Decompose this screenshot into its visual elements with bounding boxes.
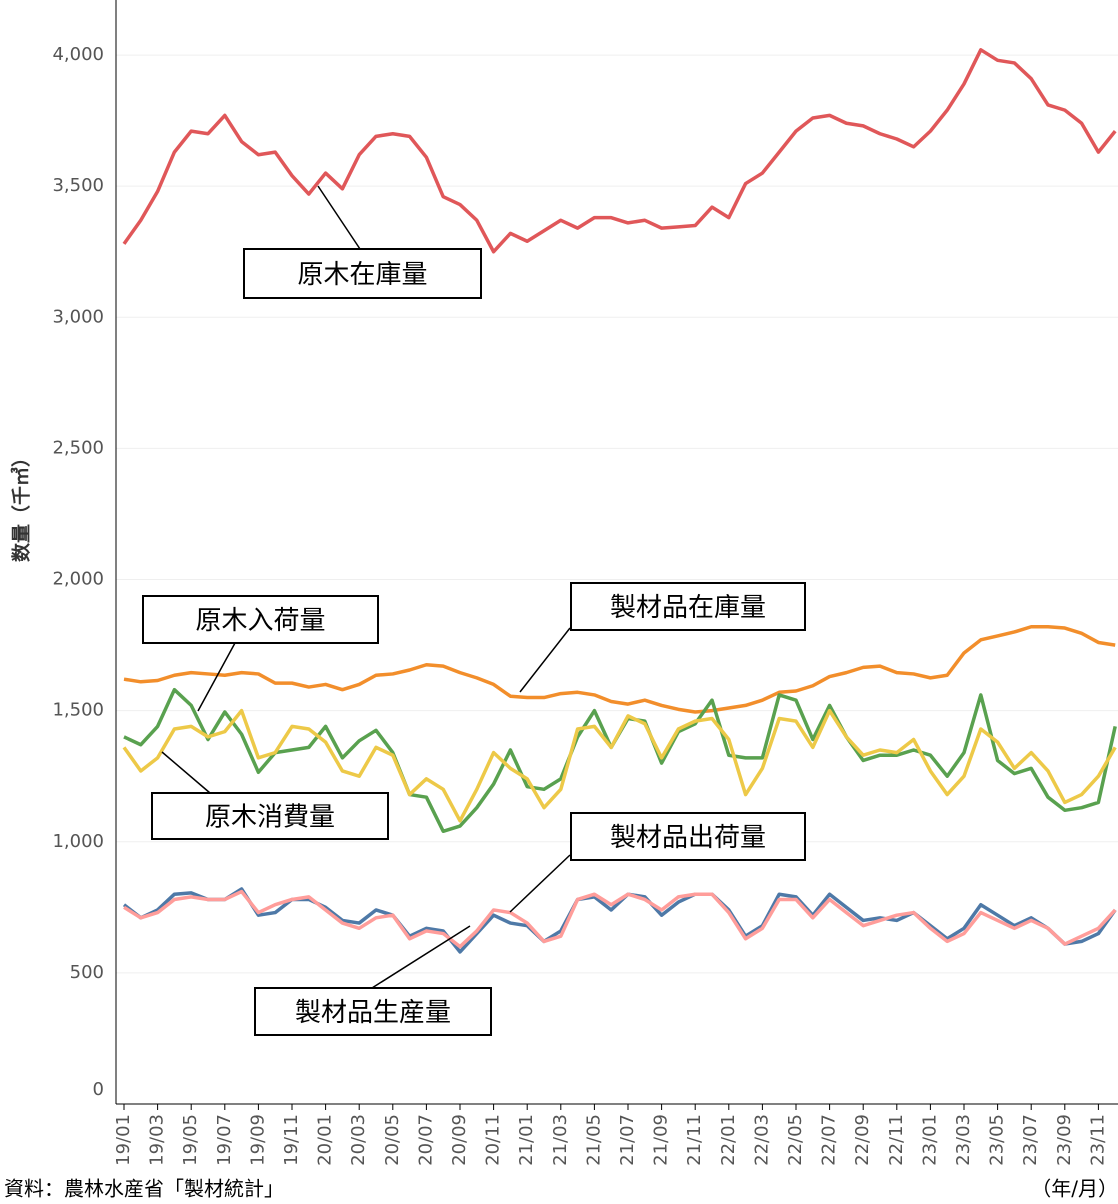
x-tick-label: 21/09 [651, 1114, 672, 1166]
x-tick-label: 21/07 [617, 1114, 638, 1166]
x-tick-label: 22/09 [852, 1114, 873, 1166]
x-tick-label: 20/09 [449, 1114, 470, 1166]
series-label: 製材品生産量 [295, 998, 451, 1028]
x-tick-label: 23/01 [919, 1114, 940, 1166]
x-tick-label: 22/07 [819, 1114, 840, 1166]
x-tick-label: 22/05 [785, 1114, 806, 1166]
y-tick-label: 3,500 [52, 175, 104, 196]
x-tick-label: 23/11 [1087, 1114, 1108, 1166]
leader-line [161, 751, 211, 794]
x-tick-label: 19/01 [113, 1114, 134, 1166]
x-tick-label: 21/03 [550, 1114, 571, 1166]
y-tick-label: 2,000 [52, 569, 104, 590]
series-label: 原木消費量 [205, 803, 335, 833]
leader-line [371, 925, 471, 989]
y-tick-label: 1,000 [52, 831, 104, 852]
x-tick-label: 22/01 [718, 1114, 739, 1166]
line-series [123, 624, 1116, 714]
annotation-box [151, 792, 389, 840]
y-tick-label: 500 [70, 962, 104, 983]
series-label: 製材品在庫量 [610, 593, 766, 623]
annotation: 製材品在庫量 [519, 582, 806, 693]
annotation: 原木消費量 [151, 751, 389, 840]
source-note: 資料：農林水産省「製材統計」 [4, 1177, 284, 1201]
x-tick-label: 19/05 [180, 1114, 201, 1166]
annotation-box [570, 582, 806, 631]
leader-line [197, 642, 236, 712]
x-tick-label: 20/07 [415, 1114, 436, 1166]
x-tick-label: 20/11 [483, 1114, 504, 1166]
line-series [122, 708, 1117, 823]
series-label: 原木在庫量 [297, 260, 427, 290]
annotation-box [570, 812, 806, 861]
x-tick-label: 21/05 [583, 1114, 604, 1166]
x-tick-label: 19/03 [147, 1114, 168, 1166]
x-unit: （年/月） [1031, 1177, 1118, 1201]
annotation-box [243, 248, 482, 299]
annotation: 原木在庫量 [243, 185, 482, 299]
x-tick-label: 23/05 [987, 1114, 1008, 1166]
x-tick-label: 19/11 [281, 1114, 302, 1166]
line-series [122, 48, 1117, 254]
y-tick-label: 4,000 [52, 44, 104, 65]
y-tick-label: 2,500 [52, 437, 104, 458]
x-tick-label: 21/01 [516, 1114, 537, 1166]
x-tick-label: 23/03 [953, 1114, 974, 1166]
leader-line [519, 627, 571, 693]
annotation: 製材品出荷量 [509, 812, 806, 913]
x-tick-label: 23/07 [1020, 1114, 1041, 1166]
x-tick-label: 23/09 [1054, 1114, 1075, 1166]
x-tick-label: 21/11 [684, 1114, 705, 1166]
leader-line [509, 854, 571, 913]
annotation-box [254, 987, 492, 1036]
y-tick-label: 1,500 [52, 700, 104, 721]
annotation-box [142, 595, 379, 644]
y-tick-label: 3,000 [52, 306, 104, 327]
x-tick-label: 22/11 [886, 1114, 907, 1166]
x-tick-label: 19/09 [247, 1114, 268, 1166]
line-series [123, 889, 1117, 949]
leader-line [317, 185, 361, 250]
series-label: 製材品出荷量 [610, 823, 766, 853]
x-tick-label: 19/07 [214, 1114, 235, 1166]
y-tick-label: 0 [93, 1079, 104, 1100]
x-tick-label: 20/03 [348, 1114, 369, 1166]
x-tick-label: 22/03 [751, 1114, 772, 1166]
annotation: 原木入荷量 [142, 595, 379, 712]
annotation: 製材品生産量 [254, 925, 492, 1036]
x-tick-label: 20/01 [315, 1114, 336, 1166]
x-tick-label: 20/05 [382, 1114, 403, 1166]
series-label: 原木入荷量 [195, 606, 325, 636]
y-axis-label: 数量（千㎥） [10, 448, 33, 562]
